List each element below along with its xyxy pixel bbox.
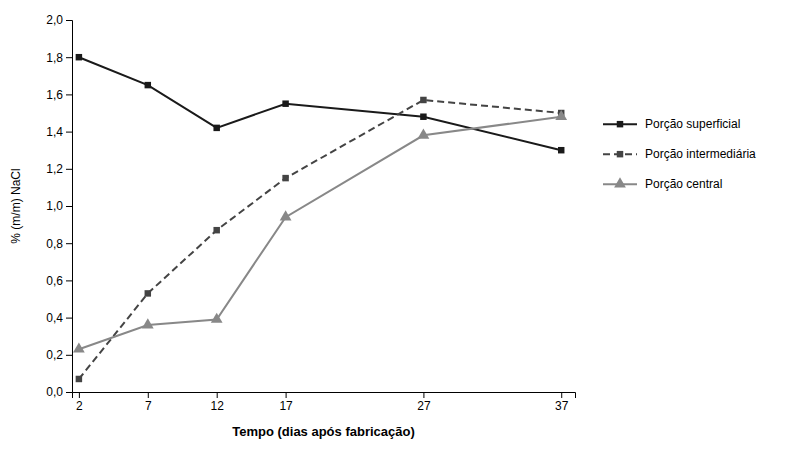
y-tick-mark	[66, 20, 72, 21]
series-point	[558, 147, 564, 153]
series-point	[282, 100, 288, 106]
y-tick: 2,0	[46, 13, 72, 27]
legend-item: Porção superficial	[603, 117, 740, 131]
series-point	[420, 97, 426, 103]
x-tick-mark	[561, 392, 562, 398]
x-tick-label: 17	[279, 399, 293, 413]
y-tick: 0,2	[46, 348, 72, 362]
series-group	[73, 54, 567, 382]
x-axis-title: Tempo (dias após fabricação)	[232, 424, 415, 439]
y-tick-label: 0,8	[46, 237, 63, 251]
y-tick-mark	[66, 280, 72, 281]
y-tick-mark	[66, 206, 72, 207]
y-tick-mark	[66, 169, 72, 170]
x-tick-mark	[286, 392, 287, 398]
x-tick-label: 37	[555, 399, 569, 413]
chart: 27121727370,00,20,40,60,81,01,21,41,61,8…	[0, 0, 790, 450]
series-point	[145, 290, 151, 296]
series-point	[555, 110, 567, 120]
y-tick-mark	[66, 355, 72, 356]
x-axis: 2712172737	[73, 392, 576, 413]
y-tick-label: 0,4	[46, 311, 63, 325]
y-tick: 1,2	[46, 162, 72, 176]
y-tick-label: 0,0	[46, 385, 63, 399]
x-tick: 37	[555, 392, 569, 413]
legend-marker	[617, 121, 623, 127]
series-point	[213, 125, 219, 131]
y-tick-label: 1,2	[46, 162, 63, 176]
y-tick: 0,8	[46, 237, 72, 251]
y-tick-mark	[66, 392, 72, 393]
x-tick: 17	[279, 392, 293, 413]
x-tick-label: 7	[145, 399, 152, 413]
y-tick: 0,6	[46, 274, 72, 288]
y-tick-label: 1,6	[46, 88, 63, 102]
series-point	[282, 175, 288, 181]
y-tick-label: 1,4	[46, 125, 63, 139]
x-axis-line	[73, 393, 576, 399]
y-tick: 1,8	[46, 51, 72, 65]
x-tick: 7	[145, 392, 152, 413]
series-line	[79, 100, 561, 379]
x-tick: 2	[76, 392, 83, 413]
y-tick-mark	[66, 57, 72, 58]
legend-label: Porção superficial	[645, 117, 740, 131]
y-tick: 1,6	[46, 88, 72, 102]
series-point	[145, 82, 151, 88]
x-tick-mark	[79, 392, 80, 398]
series-point	[76, 376, 82, 382]
series-point	[418, 129, 430, 139]
series-point	[142, 318, 154, 328]
series-point	[211, 313, 223, 323]
legend: Porção superficial Porção intermediária Po…	[603, 117, 756, 191]
series-point	[280, 210, 292, 220]
y-axis: 0,0 0,2 0,4 0,6 0,8 1,0 1,2 1,4 1,6 1,8 2,0	[46, 13, 72, 399]
series-point	[73, 342, 85, 352]
series-point	[76, 54, 82, 60]
y-tick-label: 1,0	[46, 199, 63, 213]
series-point	[420, 113, 426, 119]
y-tick-label: 0,2	[46, 348, 63, 362]
legend-item: Porção intermediária	[603, 147, 756, 161]
x-tick-label: 27	[417, 399, 431, 413]
x-tick-label: 12	[211, 399, 225, 413]
legend-marker	[614, 177, 626, 187]
y-tick-mark	[66, 318, 72, 319]
plot: 27121727370,00,20,40,60,81,01,21,41,61,8…	[46, 13, 575, 412]
series-line	[79, 117, 561, 350]
x-tick-mark	[148, 392, 149, 398]
y-tick: 0,4	[46, 311, 72, 325]
series-line	[79, 57, 561, 150]
y-axis-title: % (m/m) NaCl	[9, 168, 23, 243]
x-tick: 27	[417, 392, 431, 413]
y-tick-mark	[66, 132, 72, 133]
y-tick-label: 2,0	[46, 13, 63, 27]
y-tick: 1,0	[46, 199, 72, 213]
x-tick-label: 2	[76, 399, 83, 413]
y-tick: 1,4	[46, 125, 72, 139]
legend-label: Porção intermediária	[645, 147, 756, 161]
x-tick-mark	[217, 392, 218, 398]
legend-label: Porção central	[645, 177, 722, 191]
legend-marker	[617, 151, 623, 157]
y-tick-label: 0,6	[46, 274, 63, 288]
y-tick-label: 1,8	[46, 51, 63, 65]
y-axis-line	[66, 21, 73, 393]
y-tick: 0,0	[46, 385, 72, 399]
legend-item: Porção central	[603, 177, 722, 191]
y-tick-mark	[66, 243, 72, 244]
x-tick-mark	[423, 392, 424, 398]
x-tick: 12	[211, 392, 225, 413]
y-tick-mark	[66, 94, 72, 95]
series-point	[213, 227, 219, 233]
